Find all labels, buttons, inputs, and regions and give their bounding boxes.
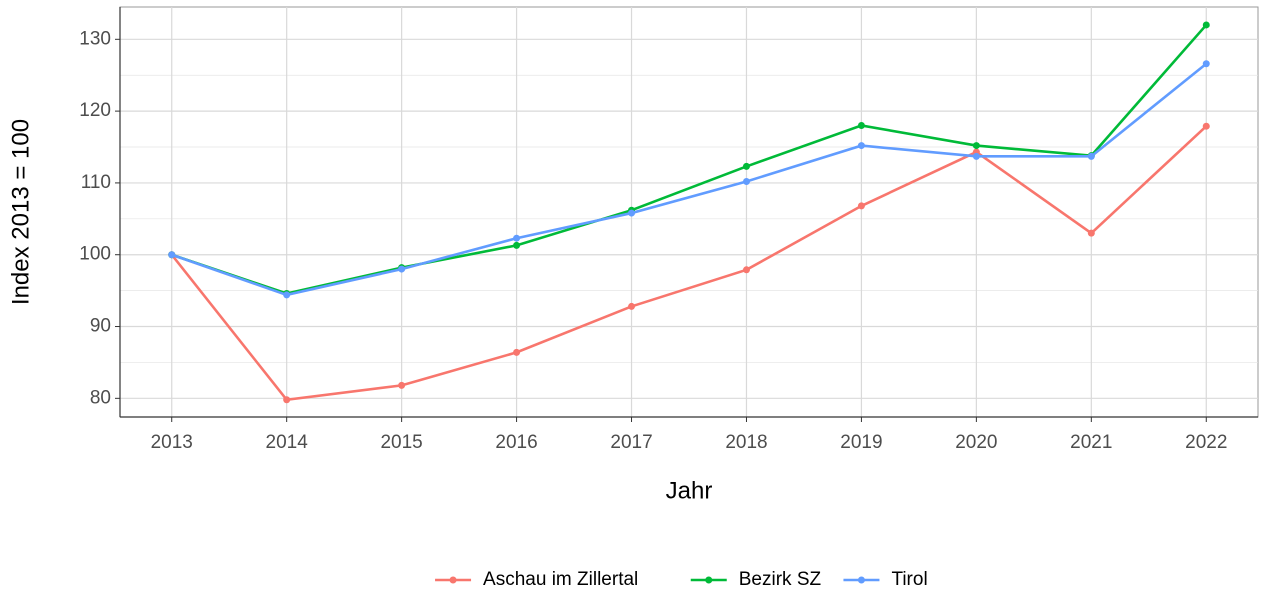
x-tick-label: 2017	[610, 432, 652, 453]
series-line	[171, 24, 1208, 295]
data-point	[742, 266, 750, 274]
data-point	[283, 291, 291, 299]
data-point	[398, 381, 406, 389]
data-point	[1087, 152, 1095, 160]
data-point	[513, 234, 521, 242]
legend-label: Bezirk SZ	[739, 569, 822, 590]
x-tick-label: 2019	[840, 432, 882, 453]
x-tick-label: 2014	[266, 432, 309, 453]
data-point	[857, 142, 865, 150]
x-tick-label: 2016	[495, 432, 537, 453]
x-tick-label: 2018	[725, 432, 767, 453]
x-tick-label: 2021	[1070, 432, 1112, 453]
data-point	[1202, 21, 1210, 29]
legend-swatch-point	[705, 576, 713, 584]
legend-label: Tirol	[891, 569, 927, 590]
data-point	[742, 177, 750, 185]
data-point	[857, 202, 865, 210]
y-tick-label: 100	[79, 244, 111, 265]
data-point	[972, 142, 980, 150]
data-point	[398, 265, 406, 273]
y-axis-title: Index 2013 = 100	[7, 119, 34, 305]
y-tick-label: 120	[79, 100, 111, 121]
data-point	[1202, 60, 1210, 68]
data-point	[742, 162, 750, 170]
data-point	[628, 302, 636, 310]
series-line	[171, 62, 1208, 297]
y-tick-label: 90	[90, 316, 111, 337]
x-tick-label: 2015	[380, 432, 422, 453]
data-point	[513, 241, 521, 249]
y-tick-label: 80	[90, 387, 111, 408]
data-point	[857, 121, 865, 129]
data-point	[513, 348, 521, 356]
data-point	[628, 209, 636, 217]
data-point	[1087, 229, 1095, 237]
y-tick-label: 130	[79, 28, 111, 49]
x-axis-title: Jahr	[666, 477, 713, 504]
legend-swatch-point	[449, 576, 457, 584]
x-tick-label: 2022	[1185, 432, 1227, 453]
x-tick-label: 2020	[955, 432, 997, 453]
legend-swatch-point	[857, 576, 865, 584]
series-line	[170, 125, 1208, 402]
legend-label: Aschau im Zillertal	[483, 569, 638, 590]
data-point	[1202, 122, 1210, 130]
plot-panel	[119, 6, 1259, 418]
data-point	[283, 396, 291, 404]
data-point	[972, 152, 980, 160]
data-point	[168, 251, 176, 259]
x-tick-label: 2013	[151, 432, 193, 453]
y-tick-label: 110	[81, 172, 111, 193]
